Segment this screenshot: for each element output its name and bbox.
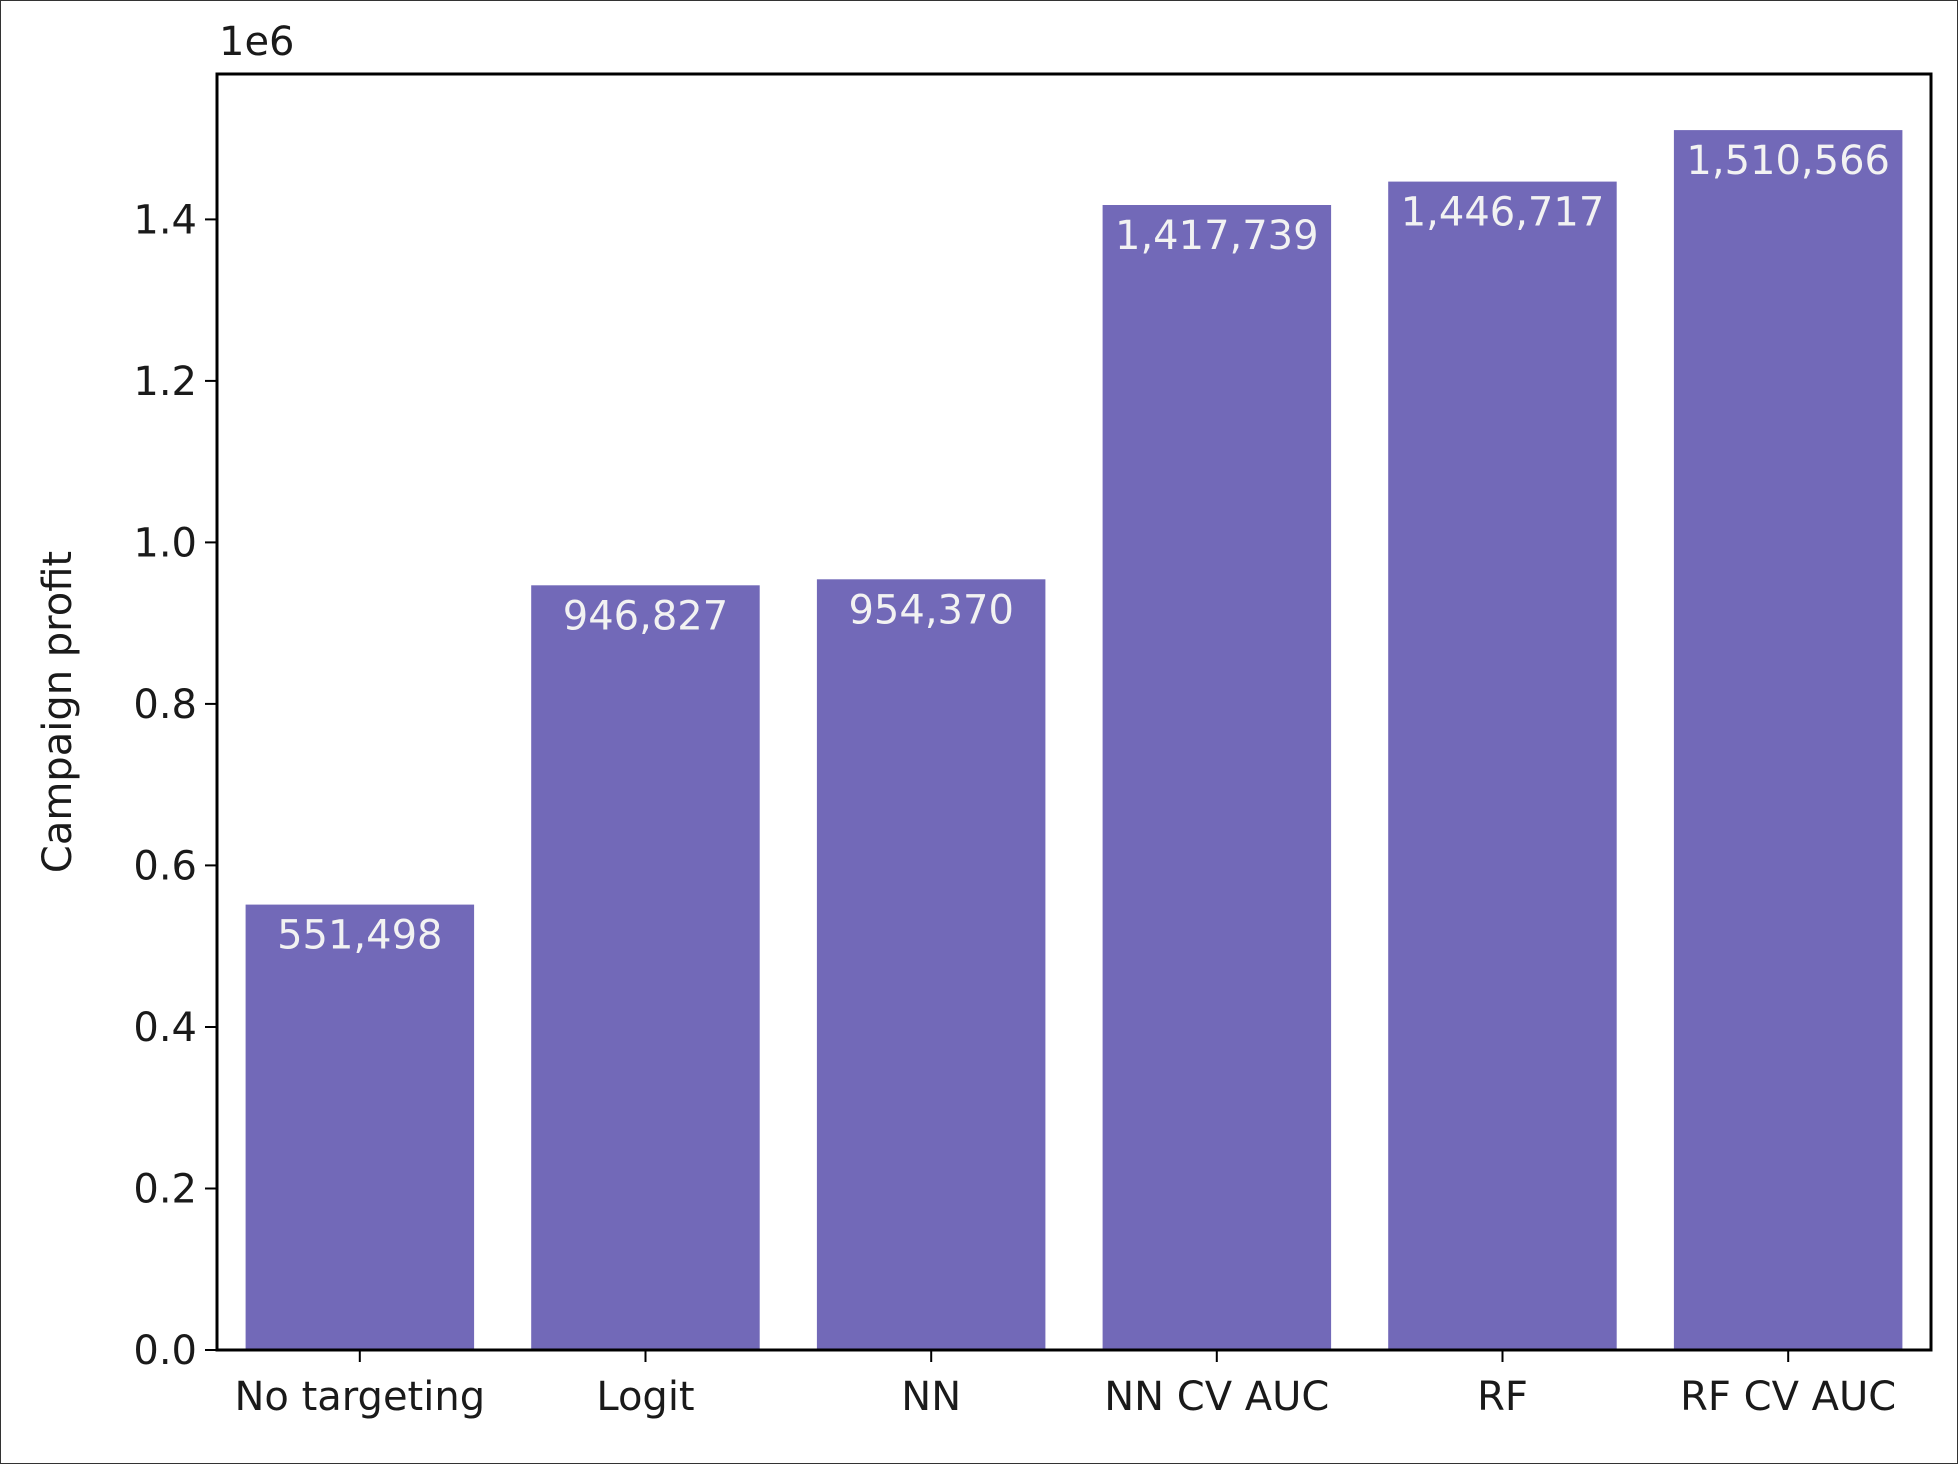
x-tick-label: NN <box>901 1374 961 1420</box>
bars <box>245 130 1903 1351</box>
bar-value-label: 551,498 <box>277 913 442 959</box>
x-tick-label: RF CV AUC <box>1680 1374 1896 1420</box>
y-tick-label: 1.2 <box>133 359 197 405</box>
bar-value-label: 1,510,566 <box>1686 138 1890 184</box>
bar-value-label: 946,827 <box>563 593 728 639</box>
y-tick-label: 1.4 <box>133 197 197 243</box>
bar-value-labels: 551,498 946,827 954,370 1,417,739 1,446,717 1… <box>277 138 1890 959</box>
x-tick-label: No targeting <box>235 1374 486 1420</box>
y-axis-label: Campaign profit <box>35 551 81 873</box>
bar <box>1102 205 1332 1350</box>
bar <box>816 579 1046 1350</box>
bar <box>1388 181 1617 1351</box>
y-tick-label: 0.2 <box>133 1167 197 1213</box>
bar-value-label: 954,370 <box>848 587 1013 633</box>
x-tick-label: NN CV AUC <box>1104 1374 1329 1420</box>
bar-value-label: 1,417,739 <box>1115 213 1319 259</box>
x-tick-label: Logit <box>596 1374 694 1420</box>
bar-value-label: 1,446,717 <box>1401 190 1605 236</box>
plot-area-border <box>215 72 1933 1352</box>
x-tick-label: RF <box>1477 1374 1528 1420</box>
x-axis-ticks: No targeting Logit NN NN CV AUC RF RF CV AUC <box>235 1350 1896 1420</box>
y-tick-label: 0.6 <box>133 843 197 889</box>
bar <box>531 585 760 1350</box>
bar <box>245 904 475 1350</box>
y-axis-ticks: 0.0 0.2 0.4 0.6 0.8 1.0 1.2 1.4 <box>133 197 217 1374</box>
y-tick-label: 0.4 <box>133 1005 197 1051</box>
y-tick-label: 0.0 <box>133 1328 197 1374</box>
y-tick-label: 0.8 <box>133 682 197 728</box>
y-axis-offset-label: 1e6 <box>219 19 295 65</box>
y-tick-label: 1.0 <box>133 520 197 566</box>
bar <box>1673 130 1903 1351</box>
